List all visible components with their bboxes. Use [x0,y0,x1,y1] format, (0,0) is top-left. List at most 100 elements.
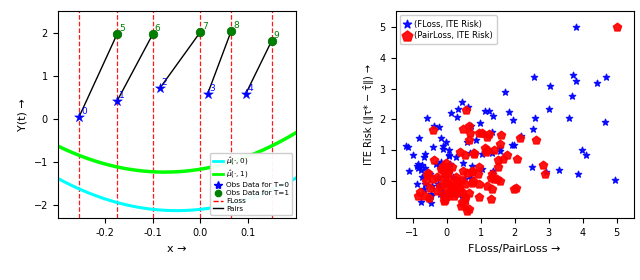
(FLoss, ITE Risk) [462,140,472,145]
(FLoss, ITE Risk) [438,143,449,148]
(PairLoss, ITE Risk) [482,148,492,152]
(PairLoss, ITE Risk) [489,148,499,152]
(PairLoss, ITE Risk) [498,157,508,161]
(PairLoss, ITE Risk) [423,171,433,175]
(PairLoss, ITE Risk) [611,24,621,29]
(FLoss, ITE Risk) [417,163,427,167]
(PairLoss, ITE Risk) [465,131,475,135]
(PairLoss, ITE Risk) [458,126,468,131]
(PairLoss, ITE Risk) [441,160,451,165]
(FLoss, ITE Risk) [600,75,611,80]
(FLoss, ITE Risk) [573,172,584,177]
(FLoss, ITE Risk) [445,192,456,196]
(PairLoss, ITE Risk) [469,151,479,155]
(PairLoss, ITE Risk) [443,193,453,198]
(PairLoss, ITE Risk) [413,193,423,198]
(PairLoss, ITE Risk) [464,191,474,195]
(PairLoss, ITE Risk) [425,186,435,190]
(FLoss, ITE Risk) [421,116,431,120]
(FLoss, ITE Risk) [508,118,518,123]
(FLoss, ITE Risk) [433,182,443,186]
(PairLoss, ITE Risk) [447,185,458,189]
(FLoss, ITE Risk) [484,109,494,114]
(PairLoss, ITE Risk) [421,179,431,183]
(FLoss, ITE Risk) [408,153,418,157]
(PairLoss, ITE Risk) [509,186,519,191]
(PairLoss, ITE Risk) [452,179,463,184]
(PairLoss, ITE Risk) [451,175,461,179]
(FLoss, ITE Risk) [486,151,497,155]
(FLoss, ITE Risk) [423,171,433,176]
(PairLoss, ITE Risk) [493,165,503,169]
(PairLoss, ITE Risk) [436,167,446,172]
(FLoss, ITE Risk) [416,199,426,204]
(PairLoss, ITE Risk) [473,171,483,176]
(PairLoss, ITE Risk) [531,138,541,143]
(FLoss, ITE Risk) [568,73,579,78]
(PairLoss, ITE Risk) [461,208,472,213]
(FLoss, ITE Risk) [444,154,454,158]
(PairLoss, ITE Risk) [439,176,449,181]
(FLoss, ITE Risk) [581,153,591,157]
(FLoss, ITE Risk) [475,121,485,126]
(FLoss, ITE Risk) [545,84,555,89]
(PairLoss, ITE Risk) [457,200,467,204]
(PairLoss, ITE Risk) [455,150,465,155]
(FLoss, ITE Risk) [438,190,448,195]
Legend: $\hat{\mu}(\cdot, 0)$, $\hat{\mu}(\cdot, 1)$, Obs Data for T=0, Obs Data for T=1: $\hat{\mu}(\cdot, 0)$, $\hat{\mu}(\cdot,… [210,153,292,215]
Text: 0: 0 [81,107,86,116]
(PairLoss, ITE Risk) [461,108,472,112]
(PairLoss, ITE Risk) [468,178,478,183]
(PairLoss, ITE Risk) [467,169,477,174]
Point [195,30,205,34]
(FLoss, ITE Risk) [440,195,450,200]
(FLoss, ITE Risk) [454,180,465,185]
(PairLoss, ITE Risk) [482,135,492,140]
(FLoss, ITE Risk) [436,160,446,164]
(PairLoss, ITE Risk) [474,131,484,136]
(PairLoss, ITE Risk) [483,184,493,189]
(PairLoss, ITE Risk) [450,186,460,190]
(PairLoss, ITE Risk) [515,135,525,140]
Y-axis label: Y(t) →: Y(t) → [18,99,28,131]
(PairLoss, ITE Risk) [464,124,474,129]
(FLoss, ITE Risk) [571,24,581,29]
(FLoss, ITE Risk) [465,151,475,155]
(FLoss, ITE Risk) [467,169,477,173]
Point [112,99,122,103]
(FLoss, ITE Risk) [448,174,458,179]
(FLoss, ITE Risk) [527,165,538,170]
(FLoss, ITE Risk) [566,94,577,99]
(PairLoss, ITE Risk) [540,172,550,177]
(FLoss, ITE Risk) [417,175,428,179]
(PairLoss, ITE Risk) [460,194,470,199]
(PairLoss, ITE Risk) [435,184,445,188]
(FLoss, ITE Risk) [545,106,555,111]
(FLoss, ITE Risk) [434,162,444,166]
(FLoss, ITE Risk) [480,109,490,113]
(PairLoss, ITE Risk) [443,168,453,172]
(PairLoss, ITE Risk) [447,165,458,169]
(PairLoss, ITE Risk) [449,193,460,198]
(FLoss, ITE Risk) [477,131,487,136]
(FLoss, ITE Risk) [528,127,538,131]
(FLoss, ITE Risk) [541,170,551,174]
(FLoss, ITE Risk) [445,162,455,167]
(PairLoss, ITE Risk) [442,181,452,185]
(PairLoss, ITE Risk) [461,171,472,176]
(FLoss, ITE Risk) [434,184,444,188]
(FLoss, ITE Risk) [426,193,436,198]
(FLoss, ITE Risk) [436,136,447,141]
(FLoss, ITE Risk) [488,114,499,118]
(PairLoss, ITE Risk) [440,172,450,176]
(PairLoss, ITE Risk) [440,168,450,173]
(PairLoss, ITE Risk) [438,199,449,203]
(FLoss, ITE Risk) [506,143,516,147]
(FLoss, ITE Risk) [431,162,442,166]
(FLoss, ITE Risk) [592,81,602,86]
(PairLoss, ITE Risk) [429,158,439,162]
(PairLoss, ITE Risk) [444,190,454,195]
(PairLoss, ITE Risk) [481,150,491,155]
(PairLoss, ITE Risk) [538,163,548,167]
Point [241,92,251,96]
